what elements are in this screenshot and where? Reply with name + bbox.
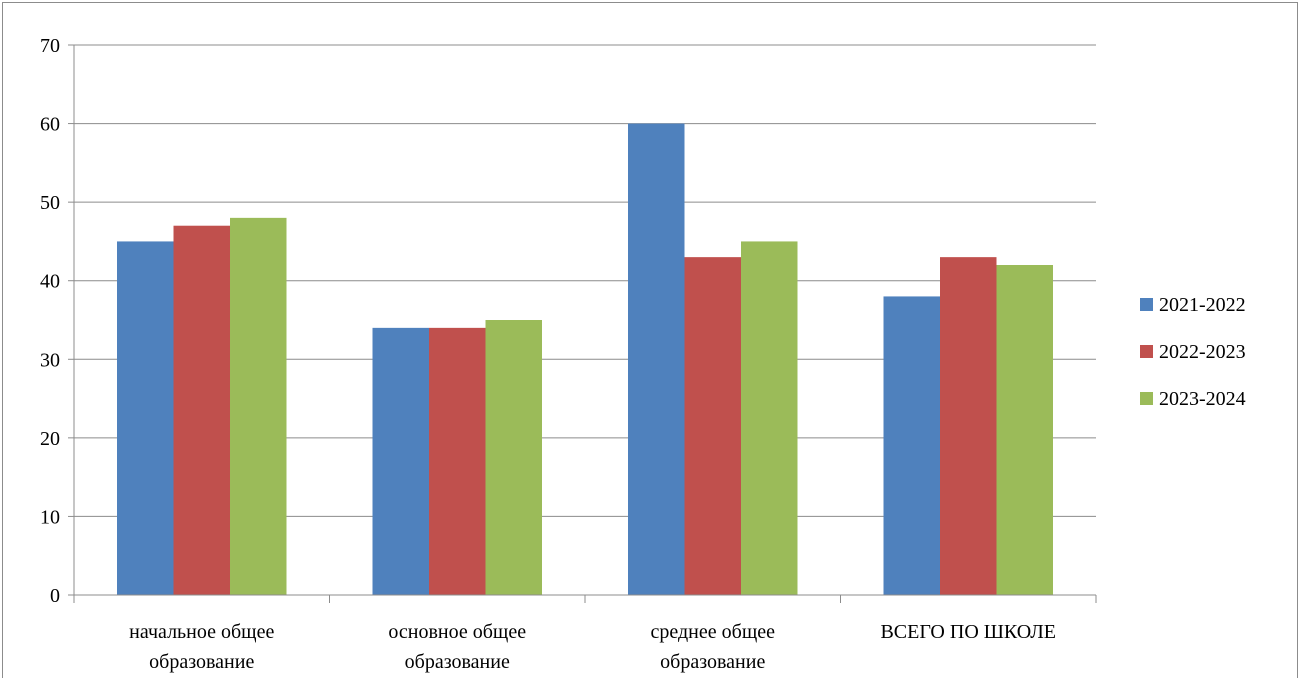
x-category-label-line: основное общее	[388, 621, 526, 643]
y-tick-label: 0	[50, 585, 60, 607]
bar-2023-2024-0	[230, 217, 287, 595]
x-category-label: начальное общее образование	[129, 621, 274, 673]
bar-2022-2023-0	[173, 225, 230, 595]
bar-chart: 0 10 20 30 40 50 60 70 начальное общее образован…	[40, 35, 1246, 673]
x-category-label-line: ВСЕГО ПО ШКОЛЕ	[880, 621, 1056, 643]
x-category-label-line: образование	[149, 651, 254, 673]
bar-2022-2023-2	[684, 257, 741, 595]
x-category-label: среднее общее образование	[651, 621, 776, 673]
bar-2022-2023-1	[429, 327, 486, 595]
y-tick-label: 40	[40, 271, 60, 293]
y-tick-label: 50	[40, 192, 60, 214]
legend-label: 2023-2024	[1159, 388, 1246, 410]
bar-2022-2023-3	[940, 257, 997, 595]
x-category-label-line: образование	[660, 651, 765, 673]
bar-2023-2024-3	[996, 265, 1053, 595]
y-tick-label: 10	[40, 506, 60, 528]
x-category-label-line: среднее общее	[651, 621, 776, 643]
bars	[117, 123, 1053, 596]
x-category-label: ВСЕГО ПО ШКОЛЕ	[880, 621, 1056, 643]
bar-2023-2024-2	[741, 241, 798, 595]
axes	[68, 44, 1097, 603]
bar-2021-2022-0	[117, 241, 174, 595]
bar-2021-2022-1	[372, 327, 429, 595]
y-tick-label: 70	[40, 35, 60, 57]
legend: 2021-2022 2022-2023 2023-2024	[1140, 294, 1246, 410]
legend-swatch-2021-2022	[1140, 298, 1153, 311]
legend-swatch-2022-2023	[1140, 345, 1153, 358]
legend-label: 2022-2023	[1159, 341, 1246, 363]
x-category-label: основное общее образование	[388, 621, 526, 673]
legend-swatch-2023-2024	[1140, 392, 1153, 405]
bar-2023-2024-1	[485, 320, 542, 595]
bar-2021-2022-2	[628, 123, 685, 596]
x-category-label-line: образование	[405, 651, 510, 673]
bar-2021-2022-3	[883, 296, 940, 595]
x-category-label-line: начальное общее	[129, 621, 274, 643]
legend-label: 2021-2022	[1159, 294, 1246, 316]
y-tick-label: 60	[40, 114, 60, 136]
y-tick-labels: 0 10 20 30 40 50 60 70	[40, 35, 60, 607]
y-tick-label: 20	[40, 428, 60, 450]
y-tick-label: 30	[40, 349, 60, 371]
